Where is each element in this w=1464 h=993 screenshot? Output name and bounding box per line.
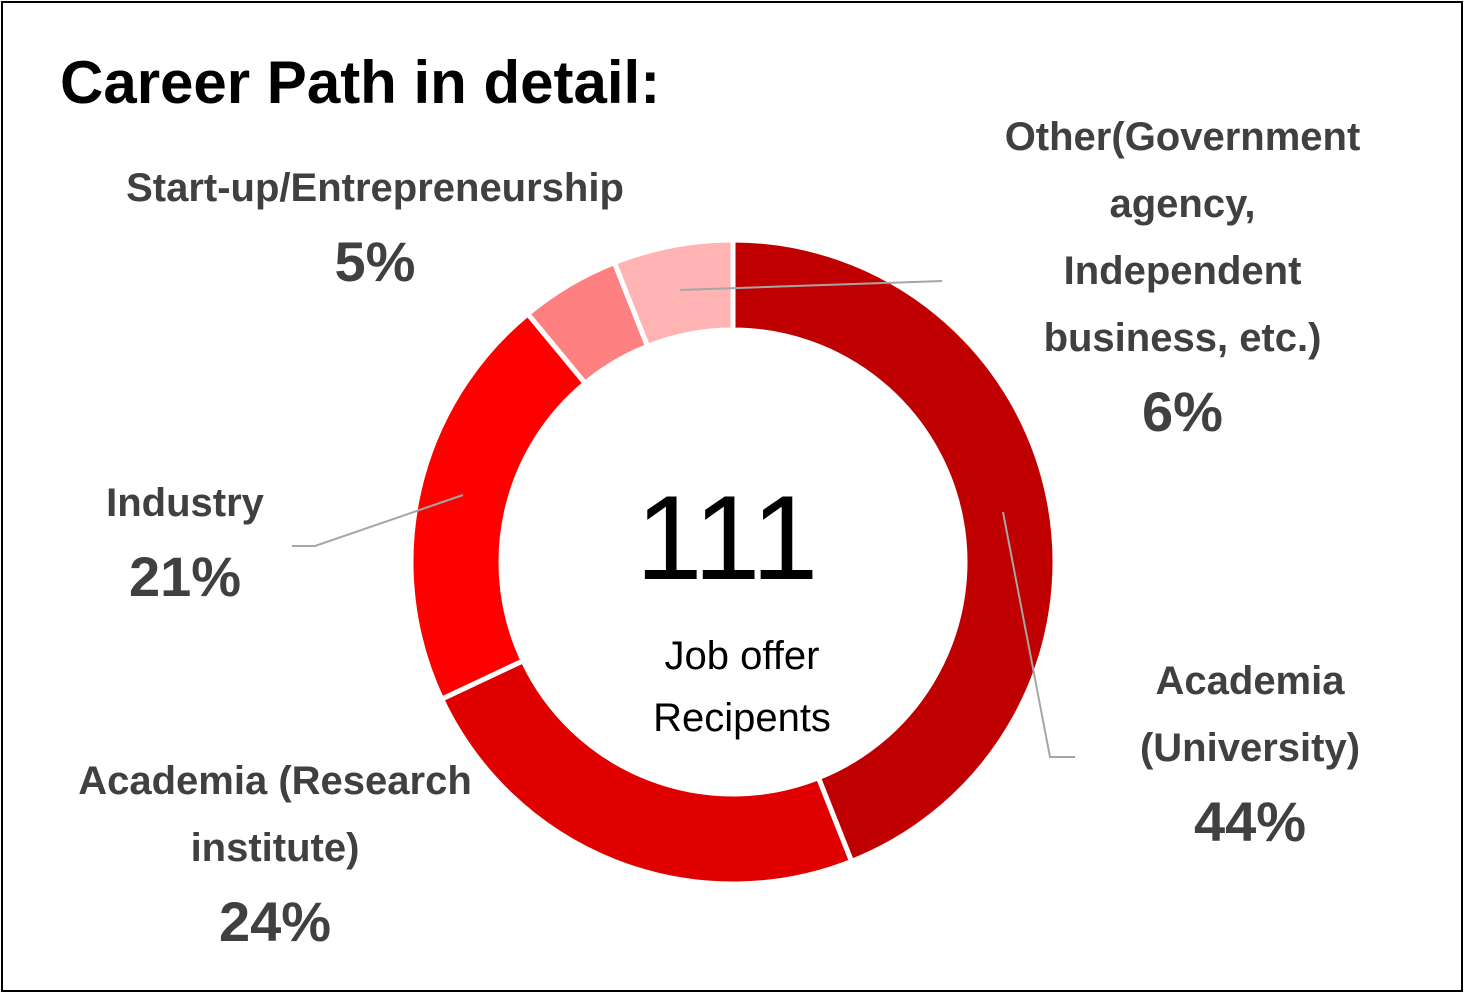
center-label: Job offer Recipents	[653, 634, 831, 740]
slice-value-label: 21%	[128, 545, 242, 608]
donut-slice-1	[438, 657, 855, 887]
slice-label-line: (University)	[1139, 726, 1361, 770]
slice-value-label: 6%	[1142, 380, 1223, 443]
slice-label-line: Academia (Research	[78, 759, 472, 803]
slice-label-academia-university: Academia (University) 44%	[1095, 648, 1405, 862]
slice-label-line: Independent	[1063, 249, 1302, 293]
slice-label-line: agency,	[1109, 182, 1256, 226]
center-value: 111	[635, 471, 819, 605]
slice-label-line: Industry	[106, 481, 264, 525]
chart-title: Career Path in detail:	[60, 49, 661, 116]
slice-label-line: Other(Government	[1004, 115, 1361, 159]
donut-slice-0	[730, 237, 1058, 865]
slice-label-line: institute)	[190, 826, 360, 870]
slice-value-label: 5%	[334, 230, 416, 293]
slice-value-label: 44%	[1193, 790, 1307, 853]
leader-line-4	[679, 280, 943, 291]
slice-label-line: Academia	[1155, 659, 1345, 703]
slice-label-industry: Industry 21%	[60, 470, 310, 617]
leader-lines	[292, 280, 1075, 758]
leader-line-0	[1002, 511, 1075, 758]
slice-label-academia-research: Academia (Research institute) 24%	[20, 748, 530, 962]
donut-slice-4	[611, 237, 736, 350]
donut-slices	[408, 237, 1058, 887]
slice-value-label: 24%	[218, 890, 332, 953]
slice-label-startup: Start-up/Entrepreneurship 5%	[50, 155, 700, 302]
slice-label-line: Start-up/Entrepreneurship	[126, 166, 624, 210]
slice-label-other: Other(Government agency, Independent bus…	[945, 104, 1420, 452]
slice-label-line: business, etc.)	[1043, 316, 1322, 360]
donut-slice-2	[408, 310, 589, 703]
leader-line-2	[292, 494, 464, 547]
